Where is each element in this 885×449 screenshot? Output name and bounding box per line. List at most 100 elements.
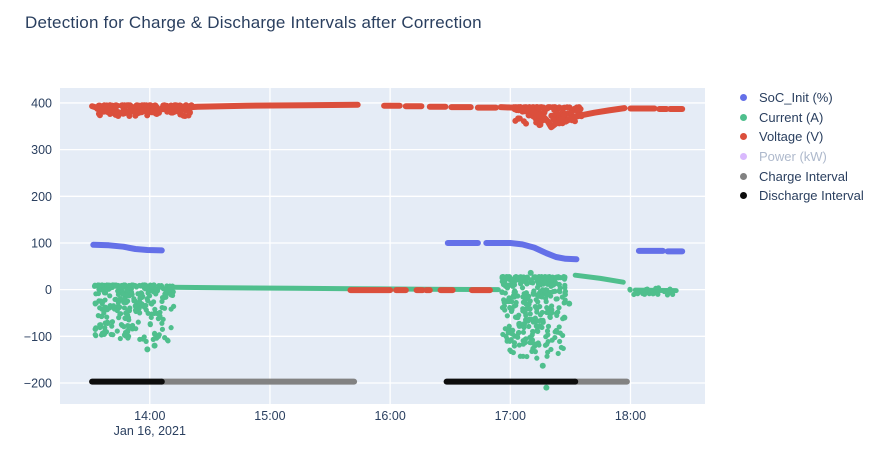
scatter-point <box>550 289 556 295</box>
scatter-point <box>505 329 511 336</box>
scatter-point <box>531 288 537 294</box>
scatter-point <box>147 321 153 327</box>
scatter-point <box>102 297 108 303</box>
scatter-point <box>101 286 107 292</box>
scatter-point <box>539 309 545 316</box>
scatter-point <box>129 326 136 332</box>
scatter-point <box>537 303 543 310</box>
scatter-point <box>127 284 133 291</box>
scatter-run <box>632 287 679 294</box>
scatter-point <box>107 302 113 309</box>
scatter-point <box>527 298 533 304</box>
scatter-point <box>574 108 581 115</box>
legend-marker-icon <box>740 94 747 102</box>
scatter-point <box>534 104 541 111</box>
scatter-point <box>101 310 107 316</box>
scatter-point <box>155 333 162 339</box>
scatter-point <box>532 341 538 347</box>
scatter-point <box>566 300 573 307</box>
scatter-point <box>135 319 141 325</box>
scatter-point <box>114 307 120 314</box>
legend-item-voltage-v[interactable]: Voltage (V) <box>734 127 864 147</box>
legend-item-current-a[interactable]: Current (A) <box>734 108 864 128</box>
scatter-point <box>102 320 108 326</box>
scatter-point <box>561 314 568 321</box>
scatter-point <box>97 305 103 311</box>
scatter-point <box>157 309 163 315</box>
scatter-point <box>168 306 174 312</box>
scatter-point <box>163 294 169 300</box>
scatter-point <box>168 325 174 331</box>
scatter-point <box>655 291 661 297</box>
scatter-point <box>117 295 124 302</box>
scatter-point <box>508 308 515 315</box>
scatter-point <box>542 342 549 348</box>
scatter-point <box>500 281 507 288</box>
scatter-point <box>507 347 513 353</box>
scatter-point <box>520 308 526 314</box>
scatter-run <box>483 240 580 263</box>
scatter-point <box>137 299 143 305</box>
scatter-point <box>97 324 103 331</box>
legend-marker-icon <box>740 172 747 180</box>
scatter-point <box>137 336 143 342</box>
legend-item-discharge-interval[interactable]: Discharge Interval <box>734 186 864 206</box>
scatter-run <box>90 241 165 254</box>
legend-marker-icon <box>740 113 747 121</box>
scatter-point <box>537 323 543 329</box>
scatter-point <box>551 107 558 114</box>
scatter-point <box>561 300 567 306</box>
scatter-point <box>122 315 129 321</box>
scatter-point <box>145 298 151 304</box>
scatter-point <box>557 338 563 345</box>
scatter-point <box>554 312 560 319</box>
scatter-point <box>535 318 542 324</box>
scatter-point <box>102 325 108 331</box>
scatter-point <box>92 282 98 288</box>
legend-marker-icon <box>740 192 747 200</box>
y-tick-label: 0 <box>45 283 52 297</box>
plot-area[interactable] <box>60 88 705 404</box>
scatter-point <box>186 109 193 116</box>
scatter-point <box>562 290 568 296</box>
scatter-point <box>162 287 168 293</box>
scatter-point <box>523 312 529 319</box>
legend-item-power-kw[interactable]: Power (kW) <box>734 147 864 167</box>
scatter-point <box>564 104 571 111</box>
scatter-point <box>562 285 568 291</box>
scatter-point <box>545 292 551 298</box>
scatter-point <box>114 328 120 334</box>
scatter-run <box>572 272 626 285</box>
scatter-point <box>533 323 539 329</box>
scatter-point <box>93 291 99 297</box>
scatter-point <box>547 314 553 320</box>
scatter-point <box>549 307 555 313</box>
scatter-point <box>143 302 149 309</box>
scatter-point <box>561 273 567 280</box>
legend-item-charge-interval[interactable]: Charge Interval <box>734 166 864 186</box>
scatter-point <box>552 334 558 341</box>
scatter-point <box>145 310 151 316</box>
y-tick-label: 400 <box>31 96 52 110</box>
scatter-point <box>520 341 526 347</box>
scatter-point <box>536 121 543 128</box>
legend-item-soc-init[interactable]: SoC_Init (%) <box>734 88 864 108</box>
scatter-point <box>520 329 527 335</box>
scatter-point <box>512 292 518 298</box>
scatter-point <box>555 350 561 357</box>
scatter-point <box>149 283 155 289</box>
y-tick-label: 200 <box>31 190 52 204</box>
scatter-point <box>524 281 530 287</box>
scatter-point <box>544 305 550 311</box>
scatter-point <box>526 323 532 330</box>
scatter-point <box>527 311 533 317</box>
scatter-point <box>136 291 143 297</box>
scatter-point <box>92 326 99 332</box>
scatter-point <box>504 285 511 291</box>
scatter-point <box>543 299 549 305</box>
scatter-point <box>521 293 528 299</box>
scatter-point <box>132 303 138 309</box>
series-soc-init <box>90 240 686 263</box>
scatter-point <box>509 331 516 337</box>
